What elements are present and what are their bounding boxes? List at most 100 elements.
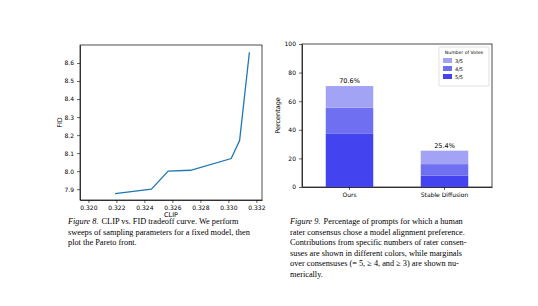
figure: 0.320 0.322 0.324 0.326 0.328 0.330 0.332 7.9 8.… [0,0,538,306]
bar [421,176,469,187]
tick-mark [77,153,80,154]
annotation: 25.4% [434,142,455,150]
tick: 8.3 [64,114,80,121]
tick-label: 0.322 [108,204,125,211]
plot-frame [302,44,492,187]
tick: 8.6 [64,59,80,66]
plot-frame [80,45,262,200]
tick: 0.332 [248,200,265,211]
tick-mark [172,200,173,203]
tick-mark [299,187,302,188]
tick-mark [116,200,117,203]
bar [421,164,469,176]
tick-mark [88,200,89,203]
y-axis: 7.9 8.0 8.1 8.2 8.3 8.4 8.5 8.6 [64,46,80,201]
tick: 0.324 [136,200,153,211]
tick-label: Ours [342,191,356,198]
legend-box [439,47,489,86]
bar [326,86,374,108]
annotation: 70.6% [339,77,360,85]
tick: 0.322 [108,200,125,211]
tick-label: 20 [288,155,296,162]
tick-label: 8.3 [64,114,74,121]
tick-label: 0.328 [192,204,209,211]
caption-text: suses are shown in different colors, whi… [290,249,462,258]
tick: 0.328 [192,200,209,211]
x-axis-line [303,187,493,188]
tick: 0.330 [220,200,237,211]
tick-label: 8.5 [64,77,74,84]
caption-text: sweeps of sampling parameters for a fixe… [68,228,251,237]
tick: 8.1 [64,150,80,157]
tick-mark [144,200,145,203]
tick: 7.9 [64,186,80,193]
caption-label: Figure 8. [67,217,99,226]
tick-mark [77,81,80,82]
caption-text: plot the Pareto front. [68,238,137,247]
tick: 8.4 [64,95,80,102]
tick-label: 40 [288,126,296,133]
line [115,52,249,193]
tick-label: 7.9 [64,186,74,193]
tick: 40 [288,126,302,133]
y-axis-title: FID [56,117,64,128]
tick-label: 100 [285,40,297,47]
tick-mark [77,117,80,118]
tick: 0.320 [80,200,97,211]
caption-text: Percentage of prompts for which a human [324,217,464,226]
y-axis: 0 20 40 60 80 100 [285,40,303,190]
tick-label: 80 [288,69,296,76]
tick-label: 0.332 [248,204,265,211]
legend-entry: 5/5 [455,74,463,80]
tick: 0 [292,183,302,190]
legend-swatch [443,58,452,63]
tick-label: 8.0 [64,168,74,175]
legend-swatch [443,74,452,79]
tick-mark [299,158,302,159]
caption-text: over consensuses (= 5, ≥ 4, and ≥ 3) are… [290,259,459,268]
tick: 100 [285,40,302,47]
tick-label: 60 [288,98,296,105]
tick-mark [256,200,257,203]
x-axis: 0.320 0.322 0.324 0.326 0.328 0.330 0.332 [80,200,265,211]
bar [421,151,469,164]
tick: 8.2 [64,132,80,139]
tick-label: 8.6 [64,59,74,66]
tick: 8.0 [64,168,80,175]
tick-label: 8.1 [64,150,74,157]
y-axis-line [302,45,303,188]
tick-mark [77,189,80,190]
tick-mark [77,99,80,100]
tick-mark [200,200,201,203]
legend-swatch [443,66,452,71]
caption-label: Figure 9. [289,217,321,226]
caption-text: merically. [290,270,323,279]
legend: Number of Votes 3/5 4/5 5/5 [439,47,489,86]
legend-entry: 4/5 [455,66,463,72]
caption-text: CLIP vs. FID tradeoff curve. We perform [102,217,240,226]
caption-text: rater consensus chose a model alignment … [290,228,465,237]
tick-label: Stable Diffusion [421,191,469,198]
legend-title: Number of Votes [445,50,484,55]
plot-area [326,86,469,187]
tick-mark [299,73,302,74]
tick: Stable Diffusion [421,187,469,198]
legend-entry: 3/5 [455,58,463,64]
tick-mark [77,171,80,172]
tick-label: 8.4 [64,95,74,102]
tick: 0.326 [164,200,181,211]
tick-mark [228,200,229,203]
tick-mark [349,187,350,190]
tick-mark [77,63,80,64]
tick-mark [444,187,445,190]
y-axis-title: Percentage [274,97,282,134]
tick: 60 [288,98,302,105]
tick-label: 0.324 [136,204,153,211]
x-axis-line [81,200,263,201]
tick-label: 8.2 [64,132,74,139]
tick: 8.5 [64,77,80,84]
bar [326,133,374,187]
tick-mark [299,101,302,102]
y-axis-line [80,46,81,201]
tick-mark [299,130,302,131]
